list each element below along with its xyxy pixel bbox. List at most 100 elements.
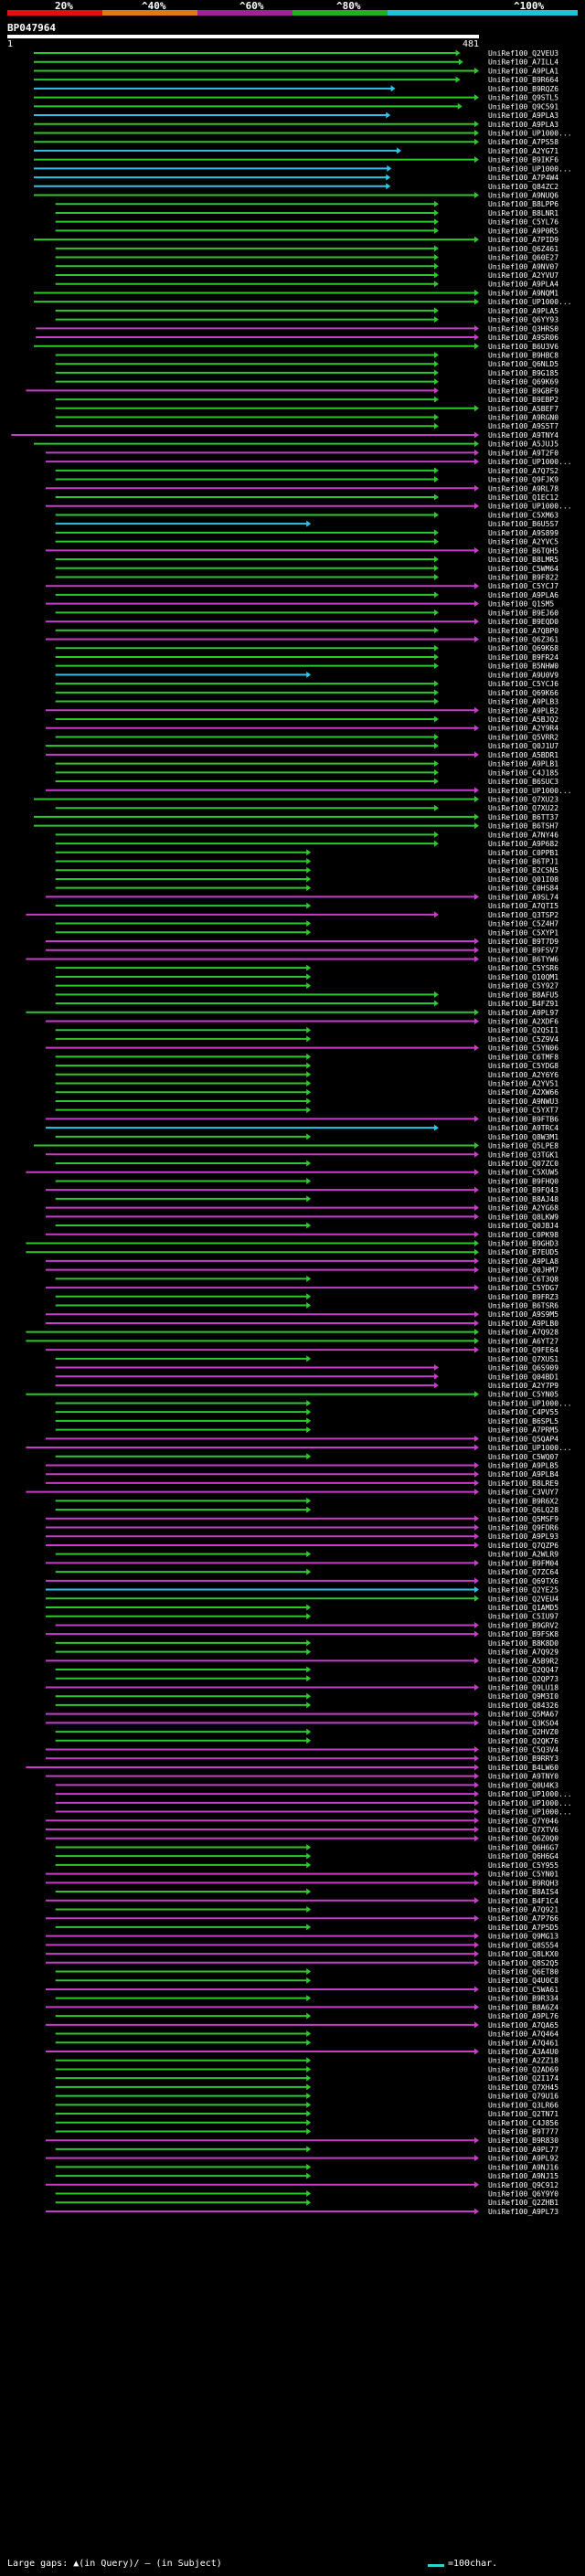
hit-label[interactable]: UniRef100_A9TNY0 <box>488 1773 558 1781</box>
hit-label[interactable]: UniRef100_A9PL97 <box>488 1009 558 1017</box>
hit-label[interactable]: UniRef100_Q1AMD5 <box>488 1604 558 1612</box>
hit-label[interactable]: UniRef100_B6TPJ1 <box>488 858 558 866</box>
hit-label[interactable]: UniRef100_A9PLB4 <box>488 1470 558 1479</box>
hit-label[interactable]: UniRef100_Q2QP73 <box>488 1675 558 1683</box>
hit-label[interactable]: UniRef100_Q8LKX0 <box>488 1950 558 1958</box>
hit-label[interactable]: UniRef100_Q6Z361 <box>488 636 558 644</box>
hit-label[interactable]: UniRef100_A9T2F0 <box>488 449 558 457</box>
hit-label[interactable]: UniRef100_C5YN01 <box>488 1871 558 1879</box>
hit-label[interactable]: UniRef100_Q7QZP6 <box>488 1542 558 1550</box>
hit-label[interactable]: UniRef100_B9F822 <box>488 573 558 581</box>
hit-label[interactable]: UniRef100_C5WQ07 <box>488 1453 558 1461</box>
hit-label[interactable]: UniRef100_B9GRV2 <box>488 1621 558 1629</box>
hit-label[interactable]: UniRef100_Q07ZC0 <box>488 1160 558 1168</box>
hit-label[interactable]: UniRef100_Q9LU18 <box>488 1683 558 1691</box>
hit-label[interactable]: UniRef100_Q4U0C8 <box>488 1977 558 1985</box>
hit-label[interactable]: UniRef100_A7Q464 <box>488 2030 558 2039</box>
hit-label[interactable]: UniRef100_C5YN06 <box>488 1044 558 1053</box>
hit-label[interactable]: UniRef100_Q0JBJ4 <box>488 1222 558 1230</box>
hit-label[interactable]: UniRef100_A9S5T7 <box>488 422 558 430</box>
hit-label[interactable]: UniRef100_UP1000... <box>488 503 572 511</box>
hit-label[interactable]: UniRef100_A9PLA6 <box>488 591 558 599</box>
hit-label[interactable]: UniRef100_Q2QSI1 <box>488 1026 558 1034</box>
hit-label[interactable]: UniRef100_A2YG71 <box>488 147 558 155</box>
hit-label[interactable]: UniRef100_A9PLB2 <box>488 706 558 715</box>
hit-label[interactable]: UniRef100_A9S9M5 <box>488 1310 558 1319</box>
hit-label[interactable]: UniRef100_A7P5D5 <box>488 1924 558 1932</box>
hit-label[interactable]: UniRef100_C5YL76 <box>488 218 558 227</box>
hit-label[interactable]: UniRef100_A5BDR1 <box>488 751 558 759</box>
hit-label[interactable]: UniRef100_A7P766 <box>488 1914 558 1923</box>
hit-label[interactable]: UniRef100_Q2VEU3 <box>488 49 558 58</box>
hit-label[interactable]: UniRef100_B6U5S7 <box>488 520 558 528</box>
hit-label[interactable]: UniRef100_Q6H6G7 <box>488 1843 558 1851</box>
hit-label[interactable]: UniRef100_C5WA61 <box>488 1986 558 1994</box>
hit-label[interactable]: UniRef100_A7QTI5 <box>488 902 558 910</box>
hit-label[interactable]: UniRef100_Q6LQ28 <box>488 1506 558 1514</box>
hit-label[interactable]: UniRef100_Q5MA67 <box>488 1711 558 1719</box>
hit-label[interactable]: UniRef100_A9PLA3 <box>488 111 558 120</box>
hit-label[interactable]: UniRef100_A9NJ16 <box>488 2163 558 2171</box>
hit-label[interactable]: UniRef100_Q9FDR6 <box>488 1524 558 1532</box>
hit-label[interactable]: UniRef100_Q9FJK9 <box>488 476 558 484</box>
hit-label[interactable]: UniRef100_A9PL77 <box>488 2146 558 2154</box>
hit-label[interactable]: UniRef100_Q5VRR2 <box>488 733 558 741</box>
hit-label[interactable]: UniRef100_A5B9R2 <box>488 1657 558 1665</box>
hit-label[interactable]: UniRef100_Q9C912 <box>488 2181 558 2189</box>
hit-label[interactable]: UniRef100_B9GBF9 <box>488 387 558 395</box>
hit-label[interactable]: UniRef100_C5WM64 <box>488 565 558 573</box>
hit-label[interactable]: UniRef100_B8AJ48 <box>488 1195 558 1203</box>
hit-label[interactable]: UniRef100_C5Y927 <box>488 982 558 991</box>
hit-label[interactable]: UniRef100_B9FSK8 <box>488 1630 558 1638</box>
hit-label[interactable]: UniRef100_A9PL93 <box>488 1532 558 1541</box>
hit-label[interactable]: UniRef100_Q1EC12 <box>488 493 558 502</box>
hit-label[interactable]: UniRef100_A7QA65 <box>488 2021 558 2030</box>
hit-label[interactable]: UniRef100_A7ILL4 <box>488 58 558 67</box>
hit-label[interactable]: UniRef100_Q7XTV6 <box>488 1826 558 1834</box>
hit-label[interactable]: UniRef100_Q8W3M1 <box>488 1133 558 1141</box>
hit-label[interactable]: UniRef100_B4FZ91 <box>488 1000 558 1008</box>
hit-label[interactable]: UniRef100_B6SUC3 <box>488 778 558 786</box>
hit-label[interactable]: UniRef100_A2Y6Y6 <box>488 1071 558 1079</box>
hit-label[interactable]: UniRef100_B6TSH7 <box>488 822 558 831</box>
hit-label[interactable]: UniRef100_Q1SM5 <box>488 600 554 609</box>
hit-label[interactable]: UniRef100_Q5MSF9 <box>488 1515 558 1523</box>
hit-label[interactable]: UniRef100_B8LRE9 <box>488 1479 558 1488</box>
hit-label[interactable]: UniRef100_B9FM04 <box>488 1559 558 1567</box>
hit-label[interactable]: UniRef100_Q84ZC2 <box>488 183 558 191</box>
hit-label[interactable]: UniRef100_A9S899 <box>488 529 558 537</box>
hit-label[interactable]: UniRef100_A7Q7S2 <box>488 467 558 475</box>
hit-label[interactable]: UniRef100_C5YDG8 <box>488 1062 558 1070</box>
hit-label[interactable]: UniRef100_B9T777 <box>488 2127 558 2136</box>
hit-label[interactable]: UniRef100_A3A4U0 <box>488 2048 558 2056</box>
hit-label[interactable]: UniRef100_B9FHQ0 <box>488 1177 558 1185</box>
hit-label[interactable]: UniRef100_A9PLB5 <box>488 1461 558 1469</box>
hit-label[interactable]: UniRef100_B2CSN5 <box>488 866 558 875</box>
hit-label[interactable]: UniRef100_UP1000... <box>488 458 572 466</box>
hit-label[interactable]: UniRef100_C5IU97 <box>488 1613 558 1621</box>
hit-label[interactable]: UniRef100_UP1000... <box>488 1799 572 1807</box>
hit-label[interactable]: UniRef100_C5XUW5 <box>488 1169 558 1177</box>
hit-label[interactable]: UniRef100_A9RL78 <box>488 484 558 493</box>
hit-label[interactable]: UniRef100_B8A6Z4 <box>488 2003 558 2011</box>
hit-label[interactable]: UniRef100_B9R334 <box>488 1995 558 2003</box>
hit-label[interactable]: UniRef100_Q0J1U7 <box>488 742 558 750</box>
hit-label[interactable]: UniRef100_A9TRC4 <box>488 1124 558 1132</box>
hit-label[interactable]: UniRef100_B8LMR5 <box>488 556 558 564</box>
hit-label[interactable]: UniRef100_B9FQ43 <box>488 1186 558 1194</box>
hit-label[interactable]: UniRef100_A9PLB3 <box>488 698 558 706</box>
hit-label[interactable]: UniRef100_A9NQM1 <box>488 289 558 297</box>
hit-label[interactable]: UniRef100_B9EBP2 <box>488 396 558 404</box>
hit-label[interactable]: UniRef100_Q84326 <box>488 1701 558 1710</box>
hit-label[interactable]: UniRef100_C4J856 <box>488 2119 558 2127</box>
hit-label[interactable]: UniRef100_B6U3V6 <box>488 343 558 351</box>
hit-label[interactable]: UniRef100_UP1000... <box>488 1790 572 1798</box>
hit-label[interactable]: UniRef100_Q6Y9Y0 <box>488 2190 558 2199</box>
hit-label[interactable]: UniRef100_Q6Z0Q0 <box>488 1835 558 1843</box>
hit-label[interactable]: UniRef100_Q5LPE8 <box>488 1142 558 1150</box>
hit-label[interactable]: UniRef100_Q9STL5 <box>488 94 558 102</box>
hit-label[interactable]: UniRef100_B6TYW6 <box>488 955 558 963</box>
hit-label[interactable]: UniRef100_A2Y7P9 <box>488 1382 558 1390</box>
hit-label[interactable]: UniRef100_Q69K68 <box>488 644 558 652</box>
hit-label[interactable]: UniRef100_A5BJQ2 <box>488 716 558 724</box>
